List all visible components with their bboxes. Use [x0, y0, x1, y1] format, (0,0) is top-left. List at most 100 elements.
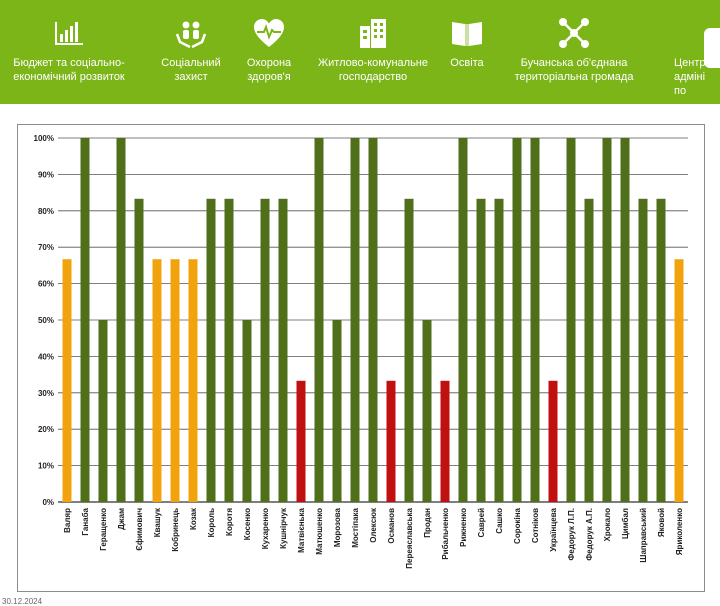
buildings-icon [360, 19, 386, 48]
bar [296, 380, 306, 502]
x-tick-label: Олексюк [369, 507, 378, 543]
x-tick-label: Валяр [63, 508, 72, 533]
x-tick-label: Кушнірчук [279, 507, 288, 549]
top-navigation-bar: Бюджет та соціально- економічний розвито… [0, 0, 720, 104]
bar [548, 380, 558, 502]
nav-item-housing[interactable]: Житлово-комунальне господарство [310, 0, 436, 104]
nav-item-label: Бюджет та соціально- економічний розвито… [13, 57, 125, 83]
x-tick-label: Єфимович [135, 508, 144, 551]
x-tick-label: Переяславська [405, 507, 414, 568]
y-tick-label: 90% [38, 170, 54, 179]
x-tick-label: Федорук А.П. [585, 508, 594, 561]
bar [584, 198, 594, 502]
y-tick-label: 40% [38, 352, 54, 361]
x-tick-label: Продан [423, 508, 432, 538]
y-tick-label: 20% [38, 425, 54, 434]
nav-item-bucha-community[interactable]: Бучанська об'єднана територіальна громад… [504, 0, 644, 104]
x-tick-label: Сорокіна [513, 507, 522, 543]
bar [368, 138, 378, 502]
nav-item-label: Бучанська об'єднана територіальна громад… [514, 57, 634, 83]
bar [404, 198, 414, 502]
bar [620, 138, 630, 502]
bar [458, 138, 468, 502]
chart-frame: 0% 10% 20% 30% 40% 50% 60% 70% 80% 90% 100% Валяр Га… [17, 124, 705, 592]
x-tick-label: Король [207, 508, 216, 537]
bar [638, 198, 648, 502]
y-tick-label: 10% [38, 462, 54, 471]
y-tick-label: 80% [38, 207, 54, 216]
bar [656, 198, 666, 502]
x-tick-label: Кобринець [171, 508, 180, 552]
nav-item-admin-center[interactable]: Центр адміні по [668, 0, 720, 104]
x-tick-label: Морозова [333, 507, 342, 547]
x-tick-label: Коротя [225, 508, 234, 536]
bar [512, 138, 522, 502]
bar [566, 138, 576, 502]
x-tick-label: Саврей [477, 508, 486, 538]
nav-item-education[interactable]: Освіта [438, 0, 496, 104]
bar [116, 138, 126, 502]
x-tick-label: Яриколенко [675, 508, 684, 555]
x-tick-label: Мостіпака [351, 507, 360, 547]
x-tick-label: Козак [189, 507, 198, 530]
x-tick-label: Ганаба [81, 507, 90, 535]
x-tick-label: Сашко [495, 508, 504, 534]
y-tick-label: 50% [38, 316, 54, 325]
nav-item-label: Соціальний захист [161, 57, 221, 83]
nav-item-label: Охорона здоров'я [246, 57, 292, 83]
bar [80, 138, 90, 502]
x-tick-label: Федорук Л.П. [567, 508, 576, 561]
network-icon [559, 18, 589, 48]
nav-item-label: Житлово-комунальне господарство [317, 57, 429, 83]
nav-item-health[interactable]: Охорона здоров'я [234, 0, 304, 104]
x-tick-label: Цимбал [621, 508, 630, 539]
bar [422, 320, 432, 502]
y-tick-label: 30% [38, 389, 54, 398]
x-tick-label: Рижненко [459, 508, 468, 547]
x-tick-label: Хрокало [603, 508, 612, 542]
x-tick-label: Джам [117, 508, 126, 530]
x-tick-label: Косенко [243, 508, 252, 540]
y-tick-label: 0% [42, 498, 54, 507]
nav-item-social-protection[interactable]: Соціальний захист [150, 0, 232, 104]
bar [98, 320, 108, 502]
y-tick-label: 70% [38, 243, 54, 252]
x-tick-label: Кухаренко [261, 508, 270, 549]
social-protection-icon [175, 21, 207, 49]
bar [440, 380, 450, 502]
bar [170, 259, 180, 502]
nav-item-label: Центр адміні по [674, 57, 706, 97]
x-tick-label: Шаправський [639, 508, 648, 563]
bar [332, 320, 342, 502]
bar [476, 198, 486, 502]
x-tick-label: Матвієнька [297, 507, 306, 552]
x-tick-label: Сотніков [531, 508, 540, 543]
x-tick-label: Рибальченко [441, 508, 450, 560]
bar [242, 320, 252, 502]
y-tick-label: 100% [34, 134, 54, 143]
bar [152, 259, 162, 502]
bar [350, 138, 360, 502]
x-tick-label: Квашук [153, 507, 162, 537]
x-tick-label: Матюшенко [315, 508, 324, 555]
bar [134, 198, 144, 502]
bar [260, 198, 270, 502]
nav-item-budget[interactable]: Бюджет та соціально- економічний розвито… [4, 0, 134, 104]
footer-date: 30.12.2024 [2, 597, 43, 606]
bar [386, 380, 396, 502]
x-tick-label: Українцева [549, 507, 558, 551]
bar [602, 138, 612, 502]
bar [278, 198, 288, 502]
x-tick-label: Геращенко [99, 508, 108, 551]
y-tick-label: 60% [38, 280, 54, 289]
x-tick-label: Яковой [657, 508, 666, 537]
bar [494, 198, 504, 502]
bar-chart: 0% 10% 20% 30% 40% 50% 60% 70% 80% 90% 100% Валяр Га… [34, 134, 688, 569]
bar [314, 138, 324, 502]
bar [188, 259, 198, 502]
x-tick-label: Османов [387, 508, 396, 544]
bar [674, 259, 684, 502]
overflow-menu-button[interactable] [704, 28, 720, 68]
bar [206, 198, 216, 502]
heart-pulse-icon [254, 19, 284, 47]
